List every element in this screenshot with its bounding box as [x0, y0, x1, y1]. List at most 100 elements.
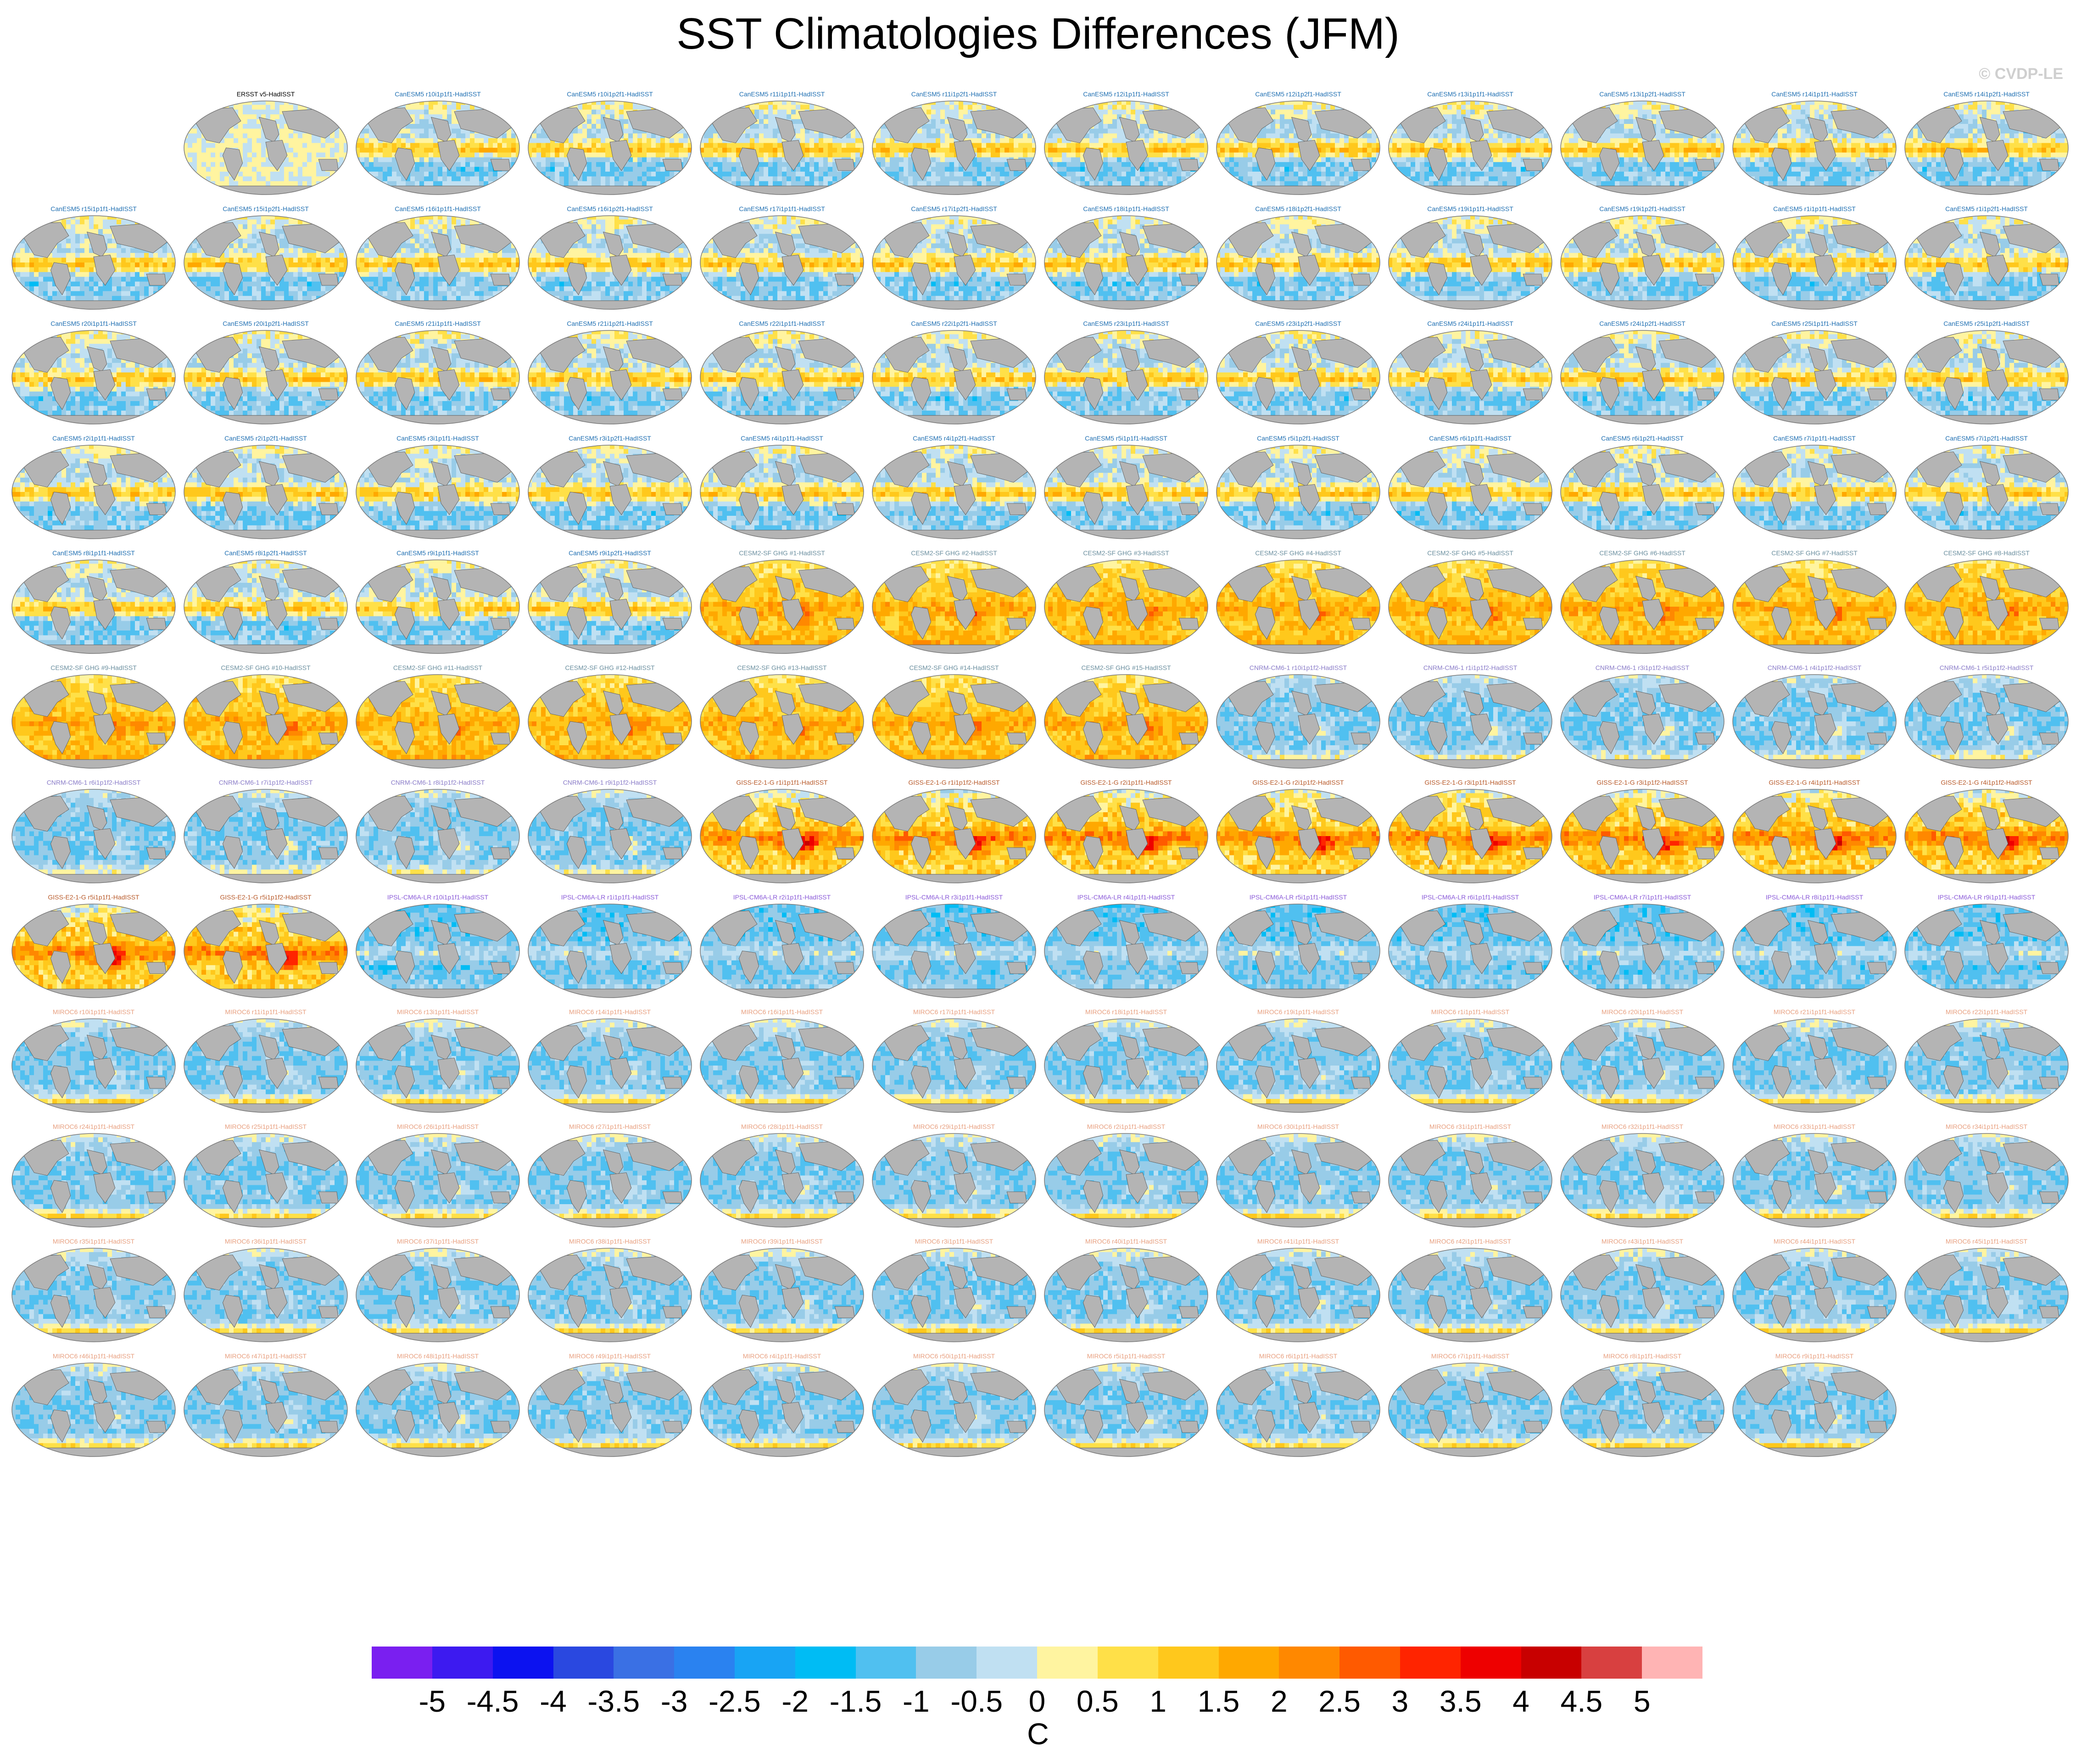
panel-label: CanESM5 r4i1p2f1-HadISST — [869, 434, 1039, 442]
sst-difference-map — [1216, 329, 1381, 425]
map-panel: CESM2-SF GHG #2-HadISST — [869, 549, 1039, 655]
sst-difference-map — [1216, 100, 1381, 195]
sst-difference-map — [1560, 559, 1725, 654]
panel-label: CESM2-SF GHG #2-HadISST — [869, 549, 1039, 557]
colorbar-tick-label: -1.5 — [830, 1685, 882, 1717]
panel-label: CanESM5 r5i1p2f1-HadISST — [1213, 434, 1384, 442]
panel-label: CNRM-CM6-1 r9i1p1f2-HadISST — [525, 778, 695, 787]
sst-difference-map — [1044, 444, 1209, 540]
map-panel: IPSL-CM6A-LR r3i1p1f1-HadISST — [869, 893, 1039, 999]
map-panel: CanESM5 r2i1p2f1-HadISST — [180, 434, 351, 541]
panel-label: CanESM5 r19i1p2f1-HadISST — [1557, 205, 1728, 213]
map-panel: GISS-E2-1-G r5i1p1f1-HadISST — [8, 893, 179, 999]
panel-label: CanESM5 r2i1p2f1-HadISST — [180, 434, 351, 442]
map-panel: CanESM5 r11i1p2f1-HadISST — [869, 90, 1039, 196]
sst-difference-map — [183, 559, 348, 654]
panel-label: IPSL-CM6A-LR r8i1p1f1-HadISST — [1729, 893, 1900, 901]
map-panel: MIROC6 r24i1p1f1-HadISST — [8, 1122, 179, 1229]
panel-label: GISS-E2-1-G r5i1p1f2-HadISST — [180, 893, 351, 901]
sst-difference-map — [699, 215, 865, 310]
map-panel: CanESM5 r14i1p2f1-HadISST — [1901, 90, 2072, 196]
sst-difference-map — [1388, 903, 1553, 999]
panel-label: MIROC6 r8i1p1f1-HadISST — [1557, 1352, 1728, 1360]
panel-label: MIROC6 r37i1p1f1-HadISST — [352, 1237, 523, 1245]
panel-label: MIROC6 r6i1p1f1-HadISST — [1213, 1352, 1384, 1360]
panel-label: GISS-E2-1-G r1i1p1f2-HadISST — [869, 778, 1039, 787]
sst-difference-map — [1732, 788, 1897, 884]
map-panel: CESM2-SF GHG #14-HadISST — [869, 664, 1039, 770]
map-panel: CanESM5 r10i1p1f1-HadISST — [352, 90, 523, 196]
map-panel: CanESM5 r18i1p2f1-HadISST — [1213, 205, 1384, 311]
sst-difference-map — [1216, 215, 1381, 310]
panel-label: CanESM5 r23i1p2f1-HadISST — [1213, 319, 1384, 328]
sst-difference-map — [1904, 788, 2069, 884]
colorbar-swatch — [1581, 1647, 1642, 1679]
map-panel: GISS-E2-1-G r3i1p1f2-HadISST — [1557, 778, 1728, 885]
sst-difference-map — [1044, 1018, 1209, 1113]
sst-difference-map — [1904, 100, 2069, 195]
map-panel: MIROC6 r47i1p1f1-HadISST — [180, 1352, 351, 1458]
panel-label: MIROC6 r34i1p1f1-HadISST — [1901, 1122, 2072, 1131]
sst-difference-map — [527, 1133, 692, 1228]
map-panel: MIROC6 r35i1p1f1-HadISST — [8, 1237, 179, 1344]
sst-difference-map — [1388, 329, 1553, 425]
map-panel: CanESM5 r23i1p2f1-HadISST — [1213, 319, 1384, 426]
map-panel: MIROC6 r26i1p1f1-HadISST — [352, 1122, 523, 1229]
panel-label: CanESM5 r23i1p1f1-HadISST — [1041, 319, 1211, 328]
map-panel: CanESM5 r22i1p1f1-HadISST — [697, 319, 867, 426]
colorbar-swatch — [1158, 1647, 1219, 1679]
colorbar-swatch — [977, 1647, 1037, 1679]
panel-label: MIROC6 r38i1p1f1-HadISST — [525, 1237, 695, 1245]
sst-difference-map — [871, 215, 1037, 310]
colorbar-tick-label: -4.5 — [467, 1685, 519, 1717]
sst-difference-map — [871, 100, 1037, 195]
sst-difference-map — [1044, 559, 1209, 654]
map-panel: CanESM5 r19i1p1f1-HadISST — [1385, 205, 1556, 311]
map-panel: MIROC6 r5i1p1f1-HadISST — [1041, 1352, 1211, 1458]
panel-label: MIROC6 r22i1p1f1-HadISST — [1901, 1008, 2072, 1016]
panel-label: MIROC6 r4i1p1f1-HadISST — [697, 1352, 867, 1360]
map-panel: MIROC6 r16i1p1f1-HadISST — [697, 1008, 867, 1114]
map-panel: CanESM5 r12i1p2f1-HadISST — [1213, 90, 1384, 196]
map-panel: CNRM-CM6-1 r8i1p1f2-HadISST — [352, 778, 523, 885]
map-panel: MIROC6 r49i1p1f1-HadISST — [525, 1352, 695, 1458]
map-panel: CESM2-SF GHG #1-HadISST — [697, 549, 867, 655]
map-panel: IPSL-CM6A-LR r8i1p1f1-HadISST — [1729, 893, 1900, 999]
sst-difference-map — [1732, 903, 1897, 999]
map-panel: CanESM5 r13i1p1f1-HadISST — [1385, 90, 1556, 196]
colorbar-tick-label: 3 — [1392, 1685, 1409, 1717]
sst-difference-map — [183, 1133, 348, 1228]
map-panel: CanESM5 r9i1p2f1-HadISST — [525, 549, 695, 655]
panel-label: MIROC6 r42i1p1f1-HadISST — [1385, 1237, 1556, 1245]
sst-difference-map — [1904, 1247, 2069, 1343]
colorbar-tick-label: 4 — [1512, 1685, 1529, 1717]
colorbar-tick-label: -3.5 — [587, 1685, 640, 1717]
colorbar-swatch — [493, 1647, 553, 1679]
sst-difference-map — [527, 1018, 692, 1113]
colorbar-swatch — [1521, 1647, 1582, 1679]
map-panel: IPSL-CM6A-LR r5i1p1f1-HadISST — [1213, 893, 1384, 999]
panel-label: CanESM5 r12i1p2f1-HadISST — [1213, 90, 1384, 98]
map-panel: CanESM5 r12i1p1f1-HadISST — [1041, 90, 1211, 196]
sst-difference-map — [1560, 788, 1725, 884]
colorbar — [372, 1647, 1702, 1679]
map-panel: MIROC6 r36i1p1f1-HadISST — [180, 1237, 351, 1344]
map-panel: MIROC6 r13i1p1f1-HadISST — [352, 1008, 523, 1114]
sst-difference-map — [1388, 215, 1553, 310]
panel-label: MIROC6 r43i1p1f1-HadISST — [1557, 1237, 1728, 1245]
sst-difference-map — [1560, 215, 1725, 310]
map-panel: CanESM5 r21i1p2f1-HadISST — [525, 319, 695, 426]
colorbar-swatch — [372, 1647, 432, 1679]
map-panel: MIROC6 r25i1p1f1-HadISST — [180, 1122, 351, 1229]
sst-difference-map — [527, 903, 692, 999]
sst-difference-map — [11, 559, 176, 654]
map-panel: CESM2-SF GHG #13-HadISST — [697, 664, 867, 770]
sst-difference-map — [1044, 788, 1209, 884]
map-panel: CanESM5 r23i1p1f1-HadISST — [1041, 319, 1211, 426]
sst-difference-map — [1560, 1362, 1725, 1457]
panel-label: MIROC6 r5i1p1f1-HadISST — [1041, 1352, 1211, 1360]
map-panel: MIROC6 r29i1p1f1-HadISST — [869, 1122, 1039, 1229]
sst-difference-map — [1044, 903, 1209, 999]
colorbar-tick-label: -1 — [903, 1685, 930, 1717]
colorbar-tick-label: 0.5 — [1077, 1685, 1119, 1717]
